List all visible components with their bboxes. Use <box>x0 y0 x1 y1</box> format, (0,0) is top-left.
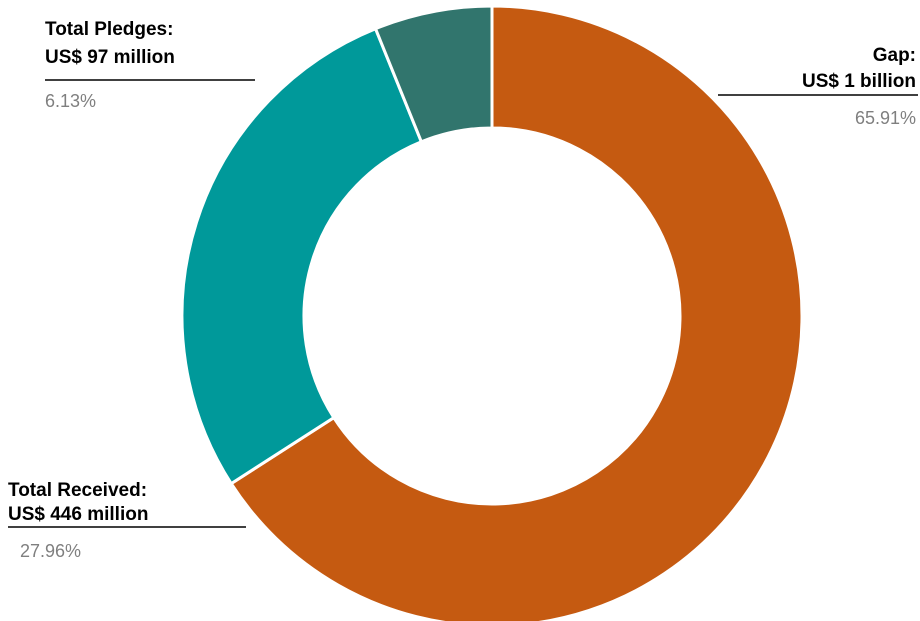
label-gap-percent: 65.91% <box>855 108 916 128</box>
slice-gap <box>229 4 804 621</box>
label-received-percent: 27.96% <box>20 541 81 561</box>
label-pledges: Total Pledges: US$ 97 million 6.13% <box>45 19 255 111</box>
label-pledges-percent: 6.13% <box>45 91 96 111</box>
label-received-line2: US$ 446 million <box>8 504 148 525</box>
donut-slices <box>180 4 804 621</box>
label-received-line1: Total Received: <box>8 480 147 501</box>
label-received: Total Received: US$ 446 million 27.96% <box>8 480 246 561</box>
label-gap-line1: Gap: <box>873 45 916 66</box>
label-pledges-line2: US$ 97 million <box>45 47 175 68</box>
label-gap: Gap: US$ 1 billion 65.91% <box>718 45 918 128</box>
label-pledges-line1: Total Pledges: <box>45 19 173 40</box>
label-gap-line2: US$ 1 billion <box>802 71 916 92</box>
slice-total-pledges <box>373 4 494 144</box>
slice-total-received <box>180 26 424 486</box>
